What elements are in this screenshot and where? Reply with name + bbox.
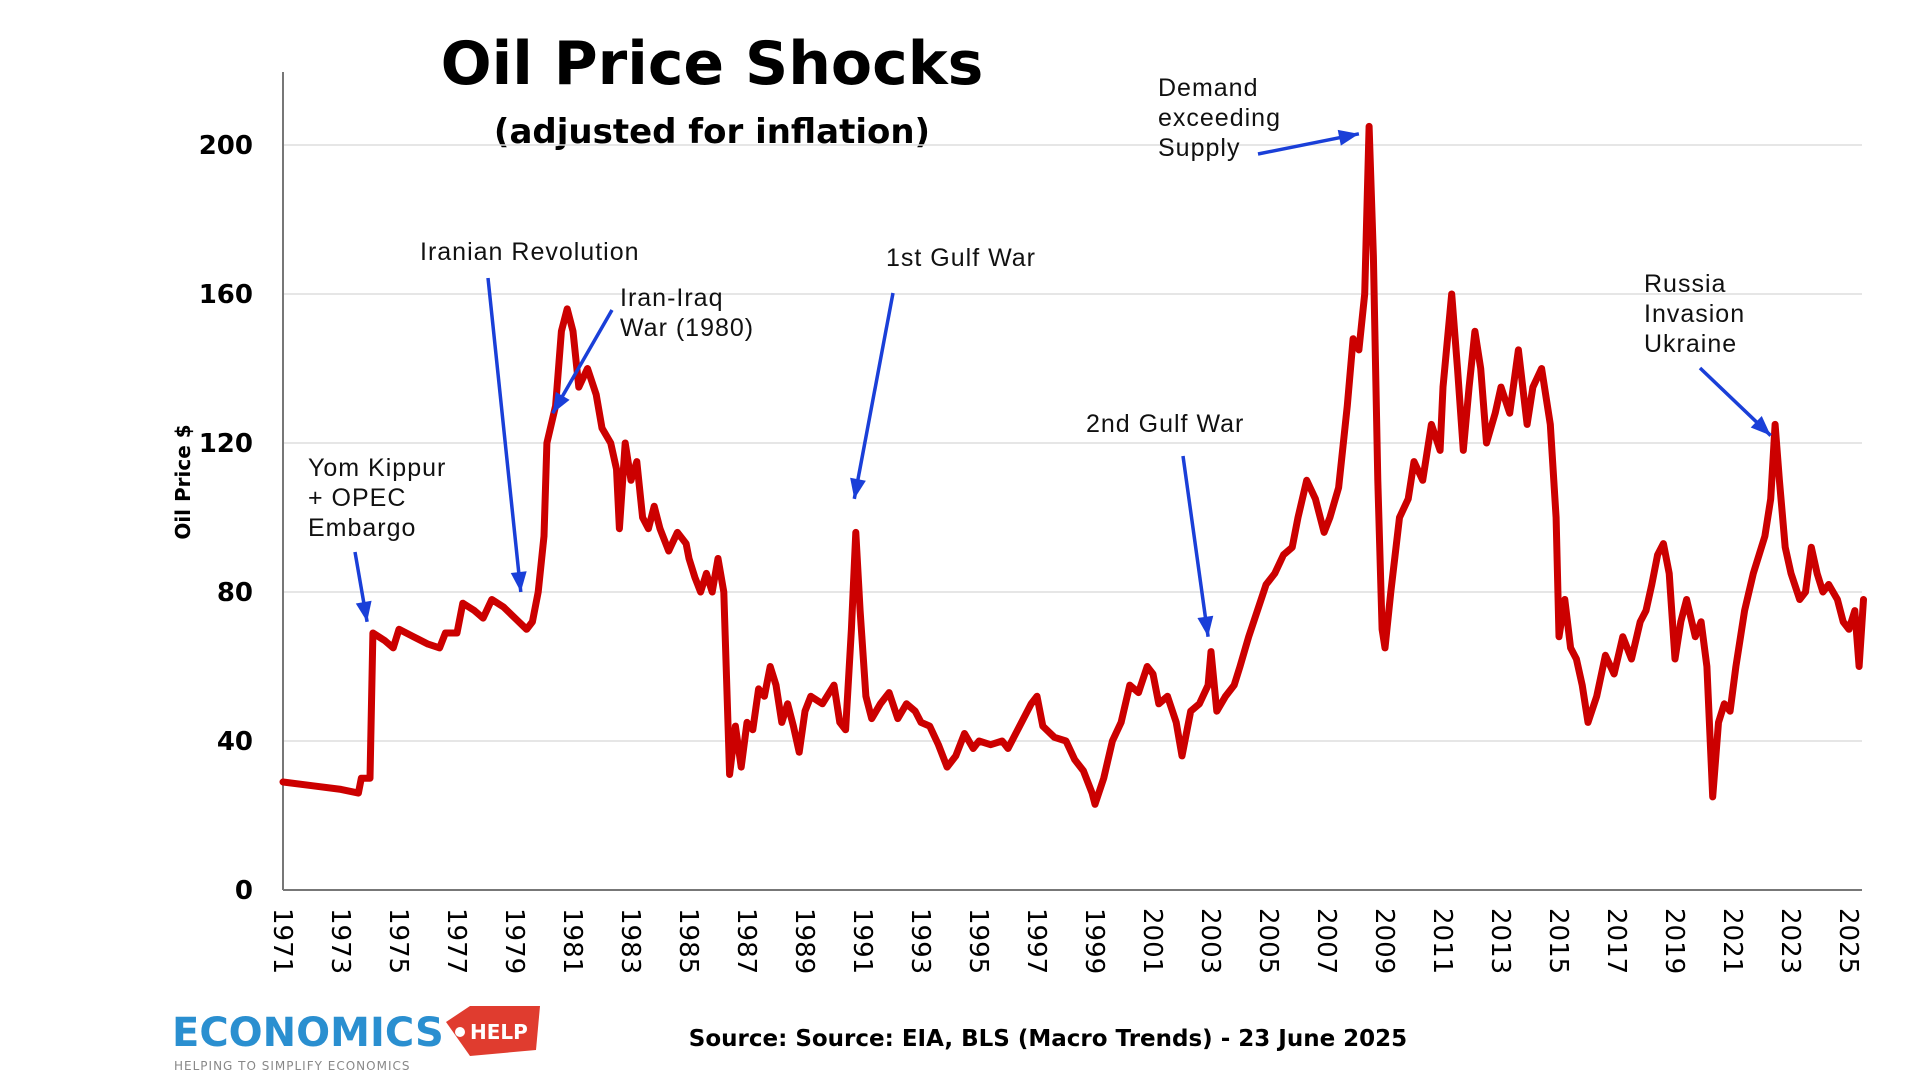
annotation-text: Embargo <box>308 514 416 542</box>
x-tick-label: 2015 <box>1543 908 1573 974</box>
x-tick-label: 1975 <box>383 908 413 974</box>
annotation-text: Demand <box>1158 74 1259 102</box>
x-tick-label: 2001 <box>1137 908 1167 974</box>
logo-badge-dot <box>455 1027 465 1037</box>
annotation-arrow <box>852 292 895 500</box>
x-tick-label: 2025 <box>1833 908 1863 974</box>
x-tick-label: 2005 <box>1253 908 1283 974</box>
x-axis-ticks: 1971 1973 1975 1977 1979 1981 1983 1985 1987 1989… <box>267 908 1863 974</box>
annotation-text: 1st Gulf War <box>886 244 1036 272</box>
y-tick-label: 200 <box>199 131 253 161</box>
x-tick-label: 1985 <box>673 908 703 974</box>
annotation: 1st Gulf War <box>850 244 1036 500</box>
source-note: Source: Source: EIA, BLS (Macro Trends) … <box>689 1026 1407 1052</box>
x-tick-label: 1995 <box>963 908 993 974</box>
y-tick-label: 160 <box>199 280 253 310</box>
annotation-text: Yom Kippur <box>308 454 446 482</box>
x-tick-label: 2003 <box>1195 908 1225 974</box>
arrow-head <box>355 600 372 622</box>
annotation-text: Russia <box>1644 270 1726 298</box>
y-tick-label: 40 <box>217 727 253 757</box>
annotation: 2nd Gulf War <box>1086 410 1244 637</box>
annotation-text: Ukraine <box>1644 330 1737 358</box>
x-tick-label: 1997 <box>1021 908 1051 974</box>
x-tick-label: 2009 <box>1369 908 1399 974</box>
annotation-text: Supply <box>1158 134 1240 162</box>
arrow-head <box>850 477 866 499</box>
arrow-head <box>1197 615 1214 637</box>
annotation-text: Iranian Revolution <box>420 238 640 266</box>
x-tick-label: 1981 <box>557 908 587 974</box>
annotation-text: Invasion <box>1644 300 1745 328</box>
logo-text: ECONOMICS <box>172 1010 444 1056</box>
annotation: Iranian Revolution <box>420 238 640 593</box>
x-tick-label: 2021 <box>1717 908 1747 974</box>
y-tick-label: 0 <box>235 876 253 906</box>
arrow-head <box>1750 415 1771 436</box>
logo-badge-text: HELP <box>470 1020 528 1044</box>
logo-tagline: HELPING TO SIMPLIFY ECONOMICS <box>174 1059 410 1073</box>
annotation-text: + OPEC <box>308 484 406 512</box>
x-tick-label: 1971 <box>267 908 297 974</box>
chart-title: Oil Price Shocks <box>441 29 984 99</box>
axes <box>282 72 1862 891</box>
x-tick-label: 1989 <box>789 908 819 974</box>
x-tick-label: 1973 <box>325 908 355 974</box>
x-tick-label: 2013 <box>1485 908 1515 974</box>
x-tick-label: 1979 <box>499 908 529 974</box>
arrow-head <box>510 571 527 592</box>
x-tick-label: 1983 <box>615 908 645 974</box>
y-axis-label: Oil Price $ <box>171 424 195 539</box>
x-tick-label: 2007 <box>1311 908 1341 974</box>
x-tick-label: 1993 <box>905 908 935 974</box>
x-tick-label: 2017 <box>1601 908 1631 974</box>
x-tick-label: 2019 <box>1659 908 1689 974</box>
x-tick-label: 1999 <box>1079 908 1109 974</box>
annotation-text: War (1980) <box>620 314 754 342</box>
annotation-text: Iran-Iraq <box>620 284 723 312</box>
y-tick-label: 80 <box>217 578 253 608</box>
chart-subtitle: (adjusted for inflation) <box>494 112 930 152</box>
annotation-arrow <box>1181 455 1210 637</box>
x-tick-label: 1987 <box>731 908 761 974</box>
oil-price-line <box>279 122 1867 808</box>
economics-help-logo: ECONOMICS HELP HELPING TO SIMPLIFY ECONO… <box>172 1006 540 1073</box>
annotation-arrow <box>486 277 523 593</box>
y-tick-label: 120 <box>199 429 253 459</box>
annotation-text: exceeding <box>1158 104 1281 132</box>
x-tick-label: 1977 <box>441 908 471 974</box>
arrow-head <box>1337 129 1359 146</box>
y-axis-ticks: 0 40 80 120 160 200 <box>199 131 253 906</box>
annotation-text: 2nd Gulf War <box>1086 410 1244 438</box>
x-tick-label: 2011 <box>1427 908 1457 974</box>
arrow-head <box>552 391 570 414</box>
logo-badge <box>446 1006 540 1056</box>
x-tick-label: 2023 <box>1775 908 1805 974</box>
x-tick-label: 1991 <box>847 908 877 974</box>
